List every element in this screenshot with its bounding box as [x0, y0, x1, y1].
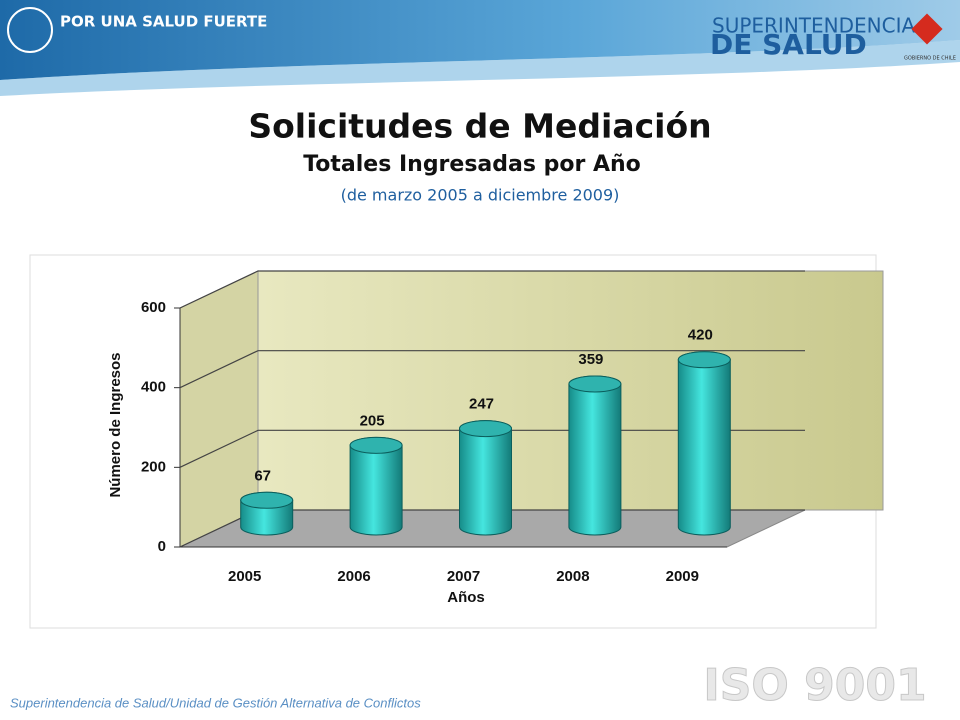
y-tick-label: 600 [141, 299, 166, 316]
chart-subtitle: Totales Ingresadas por Año [303, 152, 641, 177]
value-label: 205 [360, 412, 385, 429]
bar-cap [349, 436, 403, 454]
header-band [0, 0, 960, 80]
value-label: 247 [469, 396, 494, 413]
y-tick-label: 0 [158, 538, 166, 555]
grid-line [179, 270, 805, 309]
x-tick-label: 2008 [556, 568, 589, 585]
grid-line [179, 429, 805, 468]
value-label: 420 [688, 327, 713, 344]
footer-text: Superintendencia de Salud/Unidad de Gest… [10, 695, 421, 710]
iso-badge: ISO 9001 [703, 660, 926, 711]
slogan: POR UNA SALUD FUERTE [60, 13, 267, 31]
header-wave [0, 40, 960, 96]
x-tick-label: 2005 [228, 568, 261, 585]
value-label: 359 [578, 351, 603, 368]
bar [677, 351, 731, 536]
x-tick-label: 2009 [666, 568, 699, 585]
org-line2: DE SALUD [710, 28, 867, 61]
x-tick-label: 2007 [447, 568, 480, 585]
grid-line [179, 350, 805, 389]
bar-cap [677, 351, 731, 369]
bar [459, 420, 512, 536]
chart-title: Solicitudes de Mediación [248, 107, 711, 146]
x-tick-label: 2006 [337, 568, 370, 585]
bar-cap [459, 420, 512, 438]
y-tick-label: 400 [141, 379, 166, 396]
bar [568, 375, 622, 536]
y-tick-label: 200 [141, 458, 166, 475]
logo-circle [7, 7, 53, 53]
y-axis-label: Número de Ingresos [107, 352, 124, 497]
x-axis-label: Años [447, 589, 485, 606]
bar-cap [240, 491, 294, 509]
annotation: (de marzo 2005 a diciembre 2009) [341, 186, 620, 205]
org-line1: SUPERINTENDENCIA [712, 14, 915, 38]
bar-cap [568, 375, 622, 393]
gov-text: GOBIERNO DE CHILE [904, 56, 956, 62]
value-label: 67 [254, 467, 271, 484]
